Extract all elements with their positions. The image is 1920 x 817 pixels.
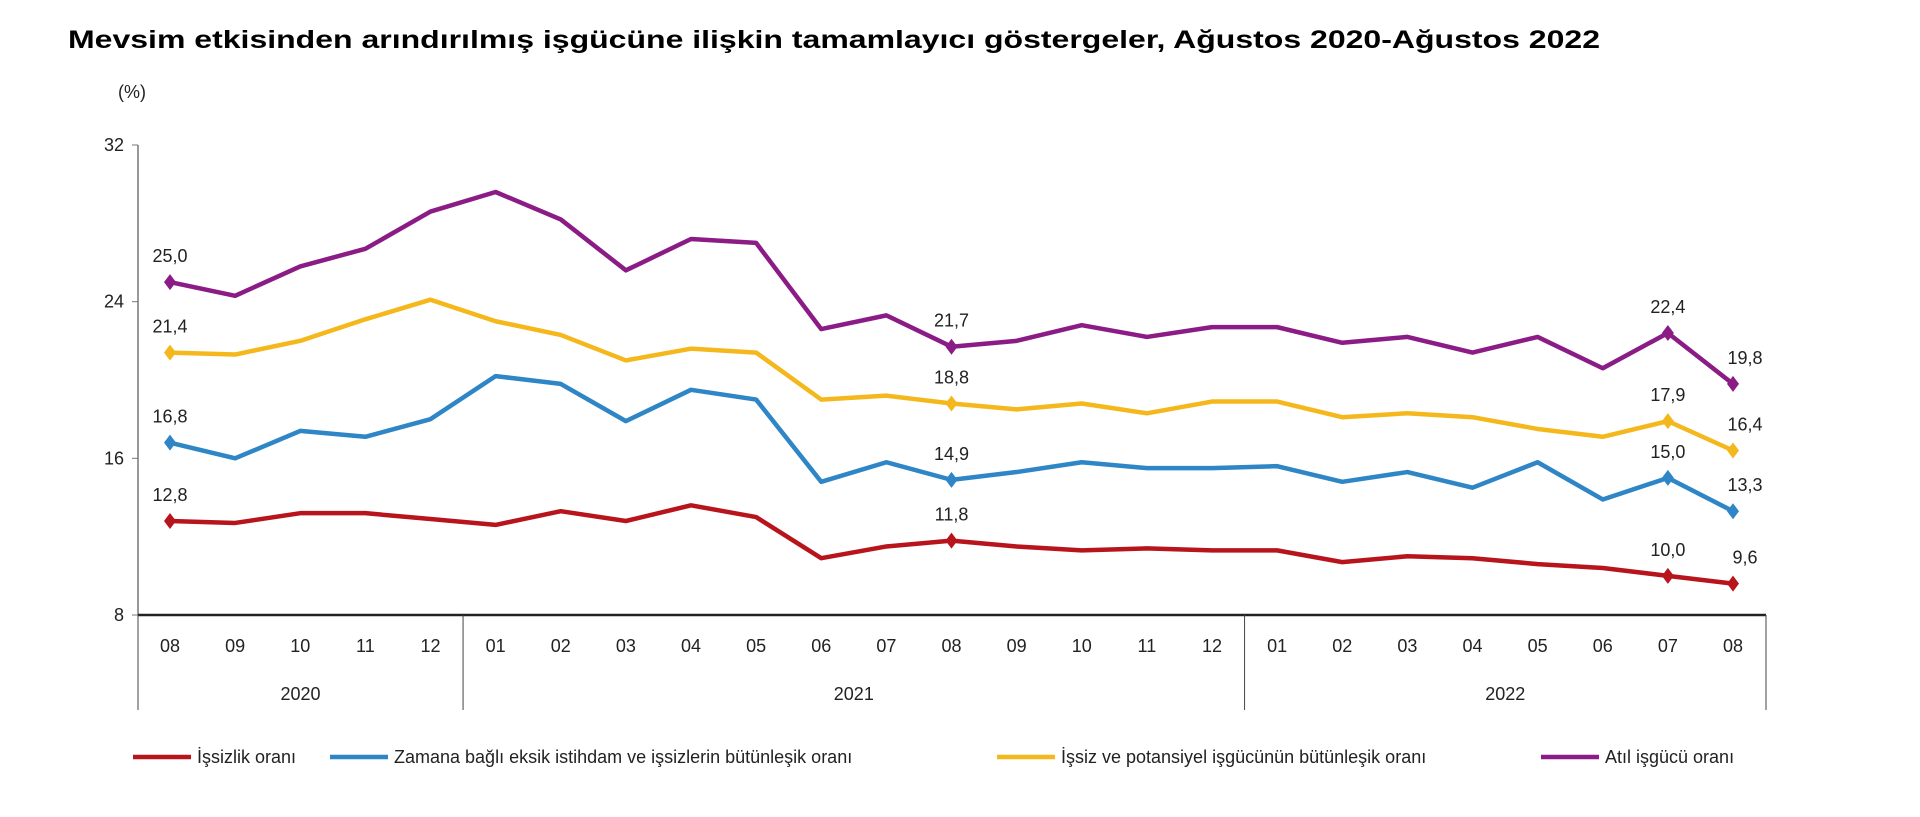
x-tick-label: 02 — [551, 636, 571, 656]
data-point-marker — [1727, 442, 1739, 459]
legend: İşsizlik oranı Zamana bağlı eksik istihda… — [133, 747, 1734, 767]
x-tick-label: 02 — [1332, 636, 1352, 656]
data-point-marker — [945, 395, 958, 412]
x-tick-label: 10 — [290, 636, 310, 656]
data-label: 16,8 — [152, 407, 187, 427]
x-tick-label: 11 — [1138, 636, 1157, 656]
x-tick-label: 05 — [1528, 636, 1548, 656]
x-tick-label: 08 — [1723, 636, 1743, 656]
x-tick-label: 04 — [1462, 636, 1482, 656]
legend-label: Atıl işgücü oranı — [1605, 747, 1734, 767]
x-tick-label: 09 — [225, 636, 245, 656]
year-label: 2020 — [281, 684, 321, 704]
legend-item: İşsizlik oranı — [133, 747, 296, 767]
series-group: 12,8 11,8 10,0 9,6 — [152, 485, 1758, 592]
year-label: 2021 — [834, 684, 874, 704]
data-label: 21,4 — [152, 317, 187, 337]
x-tick-label: 01 — [1267, 636, 1287, 656]
series-group: 21,4 18,8 17,9 16,4 — [152, 297, 1763, 459]
data-point-marker — [1661, 469, 1674, 486]
data-label: 10,0 — [1650, 540, 1685, 560]
data-point-marker — [1727, 503, 1739, 520]
data-label: 17,9 — [1650, 385, 1685, 405]
x-tick-label: 12 — [420, 636, 440, 656]
legend-item: Atıl işgücü oranı — [1541, 747, 1734, 767]
data-point-marker — [1661, 567, 1674, 584]
x-tick-label: 07 — [1658, 636, 1678, 656]
x-tick-label: 01 — [486, 636, 506, 656]
data-label: 13,3 — [1727, 475, 1762, 495]
data-point-marker — [1727, 375, 1739, 392]
axes: 8 16 24 32 08 09 10 11 12 01 02 03 04 05 06 07 08 09 10 11 1… — [104, 135, 1767, 710]
data-point-marker — [1661, 413, 1674, 430]
data-label: 18,8 — [934, 368, 969, 388]
data-label: 15,0 — [1650, 442, 1685, 462]
y-tick-label: 32 — [104, 135, 124, 155]
data-label: 11,8 — [935, 505, 969, 525]
x-tick-label: 06 — [1593, 636, 1613, 656]
data-label: 19,8 — [1727, 348, 1762, 368]
data-point-marker — [164, 513, 176, 529]
data-point-marker — [945, 338, 958, 355]
data-point-marker — [945, 532, 958, 549]
data-point-marker — [1661, 325, 1674, 341]
data-label: 25,0 — [152, 246, 187, 266]
data-point-marker — [945, 471, 958, 488]
x-tick-label: 10 — [1072, 636, 1092, 656]
data-label: 16,4 — [1727, 415, 1762, 435]
y-axis-unit-label: (%) — [118, 82, 146, 102]
data-label: 22,4 — [1650, 297, 1685, 317]
data-point-marker — [164, 434, 176, 451]
x-tick-label: 06 — [811, 636, 831, 656]
legend-label: Zamana bağlı eksik istihdam ve işsizleri… — [394, 747, 852, 767]
x-tick-label: 03 — [1397, 636, 1417, 656]
y-tick-label: 24 — [104, 292, 124, 312]
legend-label: İşsiz ve potansiyel işgücünün bütünleşik… — [1061, 747, 1426, 767]
x-tick-label: 08 — [160, 636, 180, 656]
chart-title: Mevsim etkisinden arındırılmış işgücüne … — [68, 26, 1600, 54]
y-tick-label: 16 — [104, 448, 124, 468]
data-label: 12,8 — [152, 485, 187, 505]
data-label: 21,7 — [934, 311, 969, 331]
series-group: 25,0 21,7 22,4 19,8 — [152, 189, 1763, 392]
x-tick-label: 04 — [681, 636, 701, 656]
x-tick-label: 03 — [616, 636, 636, 656]
series-line — [169, 189, 1735, 386]
legend-label: İşsizlik oranı — [197, 747, 296, 767]
year-label: 2022 — [1485, 684, 1525, 704]
legend-item: Zamana bağlı eksik istihdam ve işsizleri… — [330, 747, 852, 767]
y-tick-label: 8 — [114, 605, 124, 625]
data-point-marker — [1727, 575, 1739, 592]
data-label: 9,6 — [1732, 548, 1757, 568]
x-tick-label: 11 — [356, 636, 375, 656]
x-tick-label: 05 — [746, 636, 766, 656]
x-tick-label: 08 — [941, 636, 961, 656]
legend-item: İşsiz ve potansiyel işgücünün bütünleşik… — [997, 747, 1426, 767]
data-point-marker — [164, 344, 176, 361]
x-tick-label: 12 — [1202, 636, 1222, 656]
data-label: 14,9 — [934, 444, 969, 464]
x-tick-label: 09 — [1007, 636, 1027, 656]
series-lines: 12,811,810,0 9,616,814,9 15,013,321,418,81… — [152, 189, 1763, 592]
data-point-marker — [164, 274, 176, 291]
series-group: 16,8 14,9 15,0 13,3 — [152, 373, 1763, 520]
x-tick-label: 07 — [876, 636, 896, 656]
